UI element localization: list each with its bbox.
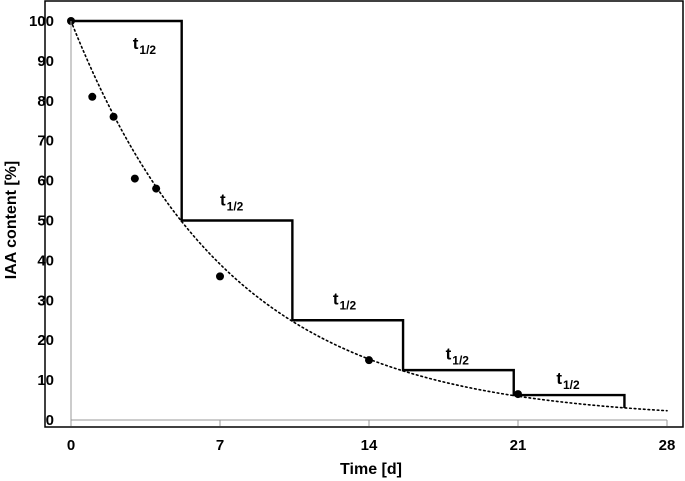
data-point xyxy=(365,356,373,364)
x-tick-label: 28 xyxy=(659,437,676,454)
x-tick-label: 21 xyxy=(510,437,527,454)
exponential-trendline xyxy=(71,21,667,411)
half-life-label: t1/2 xyxy=(333,289,357,312)
half-life-subscript: 1/2 xyxy=(339,298,356,312)
data-point xyxy=(514,390,522,398)
half-life-label: t1/2 xyxy=(133,34,157,57)
data-point xyxy=(152,185,160,193)
half-life-subscript: 1/2 xyxy=(227,199,244,213)
trendline-path xyxy=(71,21,667,411)
half-life-label: t1/2 xyxy=(446,344,470,367)
half-life-subscript: 1/2 xyxy=(563,378,580,392)
half-life-annotations: t1/2 t1/2 t1/2 t1/2 t1/2 xyxy=(133,34,580,392)
half-life-label: t1/2 xyxy=(220,190,244,213)
data-points xyxy=(67,17,522,398)
x-axis-label: Time [d] xyxy=(340,461,402,478)
half-life-subscript: 1/2 xyxy=(452,353,469,367)
x-tick-label: 14 xyxy=(361,437,378,454)
half-life-label: t1/2 xyxy=(556,369,580,392)
data-point xyxy=(110,113,118,121)
data-point xyxy=(216,272,224,280)
x-tick-label: 0 xyxy=(67,437,75,454)
y-axis-label: IAA content [%] xyxy=(3,161,20,280)
x-tick-label: 7 xyxy=(216,437,224,454)
x-axis-ticks: 0 7 14 21 28 xyxy=(67,420,676,454)
data-point xyxy=(88,93,96,101)
y-axis-ticks: 0102030405060708090100 xyxy=(29,13,54,429)
half-life-subscript: 1/2 xyxy=(139,43,156,57)
y-tick-label: 100 xyxy=(29,13,54,30)
data-point xyxy=(131,175,139,183)
chart-frame xyxy=(45,1,683,427)
